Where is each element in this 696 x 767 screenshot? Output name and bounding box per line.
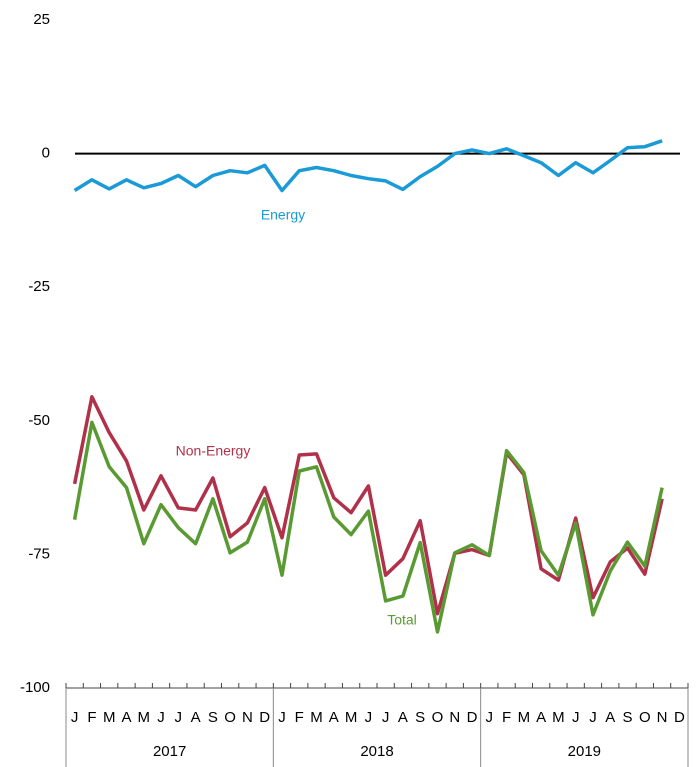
series-label: Total [387, 612, 417, 628]
series-label: Energy [261, 207, 305, 223]
x-tick-label: A [121, 709, 131, 726]
group-label: 2019 [568, 743, 601, 760]
x-tick-label: J [589, 709, 597, 726]
x-tick-label: D [259, 709, 270, 726]
x-tick-label: A [191, 709, 201, 726]
x-tick-label: J [365, 709, 373, 726]
x-tick-label: J [278, 709, 286, 726]
x-tick-label: S [623, 709, 633, 726]
x-tick-label: M [518, 709, 531, 726]
x-tick-label: D [674, 709, 685, 726]
x-tick-label: J [572, 709, 580, 726]
x-tick-label: D [467, 709, 478, 726]
y-tick-label: -25 [28, 278, 50, 295]
x-tick-label: J [175, 709, 183, 726]
x-tick-label: J [157, 709, 165, 726]
x-tick-label: J [486, 709, 494, 726]
y-tick-label: 0 [42, 145, 50, 162]
x-tick-label: N [449, 709, 460, 726]
group-label: 2018 [360, 743, 393, 760]
x-tick-label: F [87, 709, 96, 726]
group-label: 2017 [153, 743, 186, 760]
x-tick-label: O [639, 709, 651, 726]
x-tick-label: M [103, 709, 116, 726]
x-tick-label: A [329, 709, 339, 726]
x-tick-label: A [398, 709, 408, 726]
x-tick-label: M [310, 709, 323, 726]
y-tick-label: -50 [28, 412, 50, 429]
x-tick-label: M [345, 709, 358, 726]
x-tick-label: A [605, 709, 615, 726]
x-tick-label: N [242, 709, 253, 726]
x-tick-label: O [224, 709, 236, 726]
x-tick-label: S [415, 709, 425, 726]
x-tick-label: F [502, 709, 511, 726]
y-tick-label: -75 [28, 545, 50, 562]
x-tick-label: S [208, 709, 218, 726]
x-tick-label: J [382, 709, 390, 726]
x-tick-label: J [71, 709, 79, 726]
series-line [73, 139, 663, 193]
y-tick-label: 25 [33, 11, 50, 28]
series-line [72, 420, 664, 634]
x-tick-label: M [138, 709, 151, 726]
x-tick-label: O [432, 709, 444, 726]
x-tick-label: A [536, 709, 546, 726]
x-tick-label: F [295, 709, 304, 726]
x-tick-label: N [657, 709, 668, 726]
x-tick-label: M [552, 709, 565, 726]
y-tick-label: -100 [20, 679, 50, 696]
series-label: Non-Energy [176, 443, 251, 459]
